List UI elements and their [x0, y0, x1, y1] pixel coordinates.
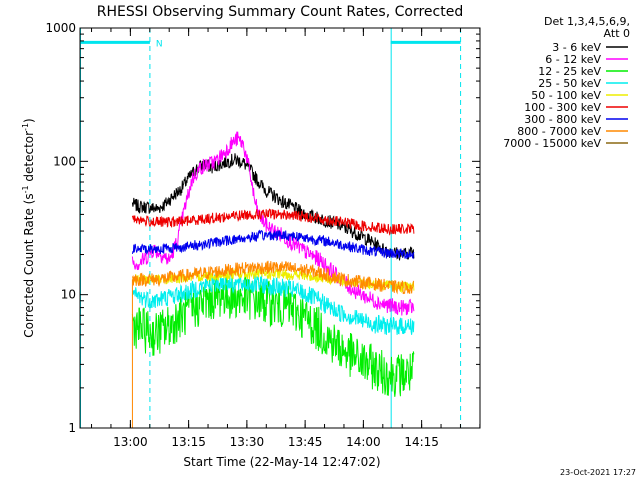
y-tick-label: 1	[68, 421, 76, 435]
legend-entry-label: 50 - 100 keV	[531, 89, 601, 102]
legend-entry-label: 800 - 7000 keV	[517, 125, 601, 138]
x-tick-label: 13:00	[113, 435, 148, 449]
legend-entry-label: 12 - 25 keV	[538, 65, 601, 78]
series-line-1	[131, 153, 415, 261]
y-axis-label-part-3: )	[22, 118, 36, 123]
plot-frame	[79, 27, 481, 429]
legend-entry-label: 300 - 800 keV	[524, 113, 601, 126]
series-line-2	[131, 131, 415, 316]
y-tick-label: 1000	[45, 21, 76, 35]
y-axis-label-part-2: detector	[22, 131, 36, 186]
x-tick-label: 13:15	[171, 435, 206, 449]
series-line-7	[131, 229, 415, 260]
y-axis-label-part-1: Corrected Count Rate (s	[22, 193, 36, 337]
legend-entry-label: 25 - 50 keV	[538, 77, 601, 90]
plot-area: N	[80, 28, 462, 428]
legend-header-line-1: Det 1,3,4,5,6,9,	[544, 15, 630, 28]
y-tick-label: 100	[53, 154, 76, 168]
night-marker-label: N	[156, 39, 163, 49]
series-line-4	[131, 273, 415, 335]
y-axis-label-sup-2: -1	[21, 123, 30, 131]
y-axis: 1000 100 10 1	[45, 21, 480, 435]
x-axis: 13:00 13:15 13:30 13:45 14:00 14:15	[91, 28, 481, 449]
x-tick-label: 13:30	[230, 435, 265, 449]
legend-entry-label: 3 - 6 keV	[552, 41, 601, 54]
legend-header-line-2: Att 0	[604, 27, 630, 40]
series-line-8	[131, 260, 415, 295]
legend-entry-label: 100 - 300 keV	[524, 101, 601, 114]
timestamp: 23-Oct-2021 17:27	[560, 468, 636, 477]
x-axis-label: Start Time (22-May-14 12:47:02)	[183, 455, 380, 469]
x-tick-label: 14:00	[346, 435, 381, 449]
y-axis-label-sup-1: -1	[21, 185, 30, 193]
series-line-6	[131, 208, 415, 236]
legend-entry-label: 6 - 12 keV	[545, 53, 601, 66]
y-axis-label: Corrected Count Rate (s-1 detector-1)	[21, 118, 36, 337]
y-tick-label: 10	[61, 288, 76, 302]
x-tick-label: 13:45	[288, 435, 323, 449]
legend-entry-label: 7000 - 15000 keV	[503, 137, 601, 150]
x-tick-label: 14:15	[404, 435, 439, 449]
chart-title: RHESSI Observing Summary Count Rates, Co…	[97, 4, 463, 20]
